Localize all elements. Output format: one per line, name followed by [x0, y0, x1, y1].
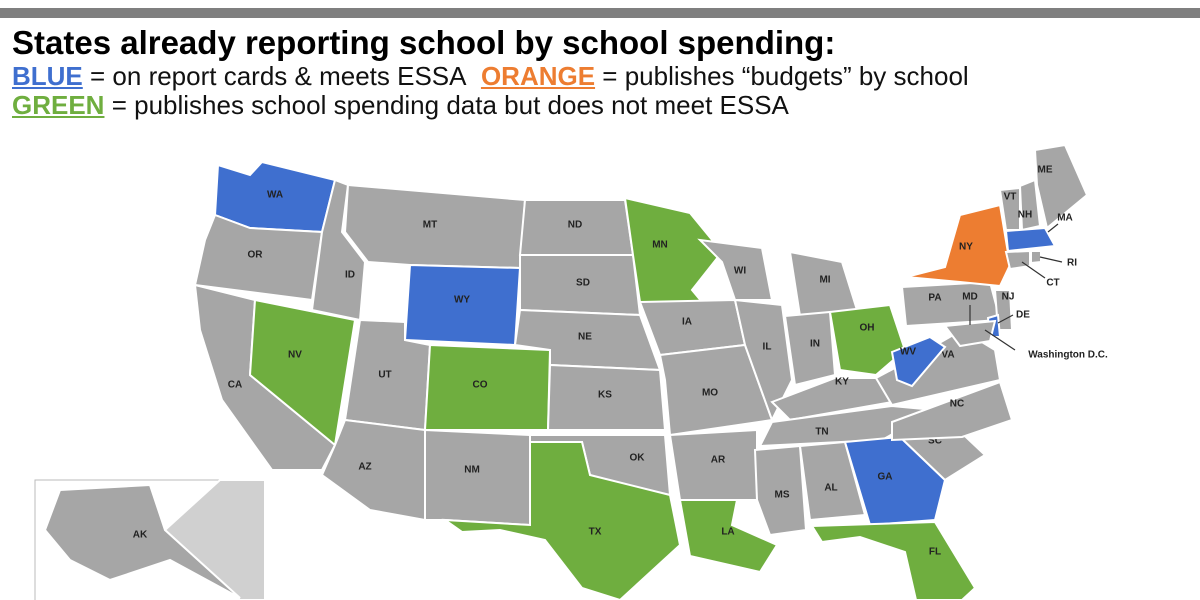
state — [441, 441, 682, 600]
state-label: SD — [576, 278, 590, 289]
state-label: NE — [578, 332, 592, 343]
state — [890, 335, 947, 388]
state — [1018, 178, 1042, 232]
leader-line — [997, 314, 1014, 324]
state-label: NJ — [1002, 292, 1015, 303]
state-label: MI — [819, 275, 830, 286]
state-label: AZ — [358, 462, 371, 473]
top-bar — [0, 8, 1200, 18]
state-label: NM — [464, 465, 480, 476]
state — [658, 343, 774, 437]
legend-key: BLUE — [12, 61, 83, 91]
legend-line: BLUE = on report cards & meets ESSA ORAN… — [12, 62, 969, 91]
state-label: SC — [928, 436, 942, 447]
state — [900, 280, 1002, 328]
state-label: AR — [711, 455, 726, 466]
state-label: MA — [1057, 213, 1073, 224]
state — [193, 213, 324, 302]
state-label: VA — [941, 350, 954, 361]
state-label: IL — [763, 342, 772, 353]
state-label: WI — [734, 266, 746, 277]
state — [1030, 250, 1042, 265]
state-label: UT — [378, 370, 391, 381]
state-label: RI — [1067, 258, 1077, 269]
state — [423, 343, 552, 431]
state-label: MO — [702, 388, 718, 399]
state — [843, 435, 947, 527]
legend-key: ORANGE — [480, 61, 596, 91]
state-label: NV — [288, 350, 302, 361]
leader-line — [1047, 223, 1059, 233]
state-label: GA — [878, 472, 893, 483]
state-label: FL — [929, 547, 941, 558]
state — [783, 310, 837, 387]
state — [697, 238, 774, 301]
legend-key: GREEN — [12, 90, 105, 120]
state-label: MS — [775, 490, 790, 501]
state — [798, 440, 867, 522]
state-label: KY — [835, 377, 849, 388]
leader-line — [984, 329, 1016, 351]
state-label: AL — [824, 483, 837, 494]
state — [891, 380, 1014, 442]
dc-label: Washington D.C. — [1028, 350, 1108, 361]
legend-text: = publishes “budgets” by school — [602, 61, 969, 91]
state — [810, 520, 977, 600]
legend-text: = on report cards & meets ESSA — [90, 61, 467, 91]
state-label: ME — [1038, 165, 1053, 176]
state-label: OK — [630, 453, 646, 464]
state-label: TN — [815, 427, 828, 438]
state — [424, 428, 531, 527]
state-label: WV — [900, 347, 916, 358]
title: States already reporting school by schoo… — [12, 24, 836, 61]
state-label: CO — [473, 380, 488, 391]
state-label: PA — [928, 293, 941, 304]
state-label: OR — [248, 250, 264, 261]
legend-text: = publishes school spending data but doe… — [111, 90, 789, 120]
state-label: MN — [652, 240, 668, 251]
state — [1033, 143, 1089, 230]
state-label: VT — [1004, 192, 1017, 203]
state — [905, 203, 1012, 288]
state-label: KS — [598, 390, 612, 401]
state — [1004, 226, 1057, 253]
state-label: IN — [810, 339, 820, 350]
state-label: NC — [950, 399, 964, 410]
state — [43, 483, 241, 599]
state-label: NY — [959, 242, 973, 253]
state-label: ID — [345, 270, 355, 281]
state-label: TX — [589, 527, 602, 538]
state-label: OH — [860, 323, 875, 334]
state-label: CT — [1046, 278, 1059, 289]
state — [623, 196, 724, 303]
state — [678, 499, 779, 574]
state-label: WY — [454, 295, 470, 306]
state-label: NH — [1018, 210, 1032, 221]
state — [546, 363, 667, 431]
state-label: MD — [962, 292, 978, 303]
state-label: IA — [682, 317, 692, 328]
state — [1004, 249, 1031, 271]
state — [828, 303, 907, 377]
state-label: WA — [267, 190, 283, 201]
leader-line — [1021, 261, 1046, 279]
leader-line — [1039, 256, 1063, 263]
state-label: DE — [1016, 310, 1030, 321]
state-label: AK — [133, 530, 148, 541]
state-label: CA — [228, 380, 242, 391]
state — [943, 319, 997, 348]
legend-line: GREEN = publishes school spending data b… — [12, 91, 969, 120]
state-label: MT — [423, 220, 437, 231]
state-label: LA — [721, 527, 734, 538]
state — [753, 444, 808, 537]
header: States already reporting school by schoo… — [12, 24, 969, 120]
state-label: ND — [568, 220, 582, 231]
